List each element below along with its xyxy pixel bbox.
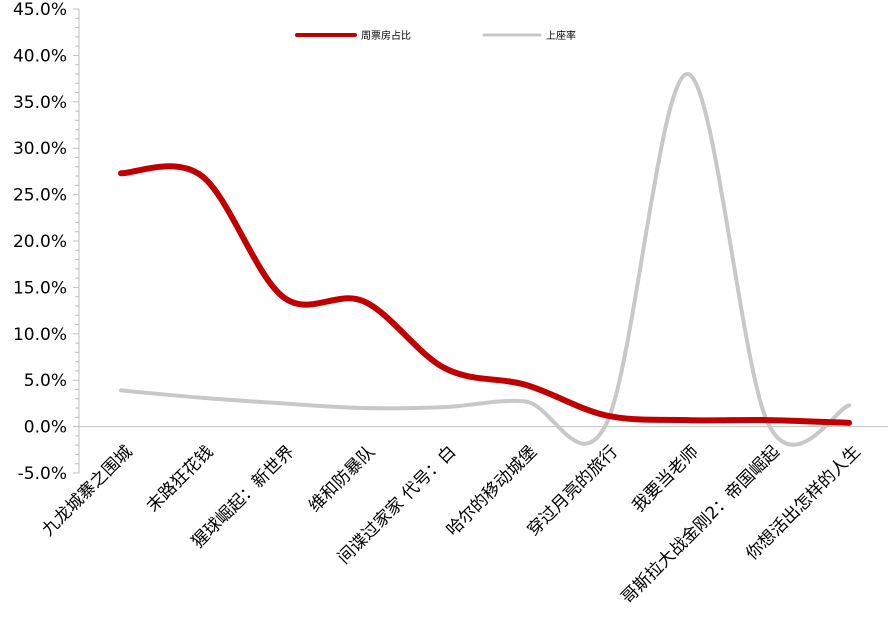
y-tick-label: 10.0% <box>13 325 67 345</box>
legend-label: 上座率 <box>546 29 576 42</box>
legend-label: 周票房占比 <box>361 29 411 42</box>
x-category-label: 我要当老师 <box>629 442 703 516</box>
y-tick-label: 30.0% <box>13 139 67 159</box>
y-tick-label: 0.0% <box>24 418 67 438</box>
series-line-box-office-share <box>118 163 853 426</box>
series-line-occupancy-rate <box>119 72 852 447</box>
y-tick-label: 40.0% <box>13 46 67 66</box>
y-tick-label: 35.0% <box>13 93 67 113</box>
chart-legend: 周票房占比 上座率 <box>295 29 576 42</box>
y-tick-label: 45.0% <box>13 0 67 20</box>
chart-axes <box>73 8 888 474</box>
x-category-label: 末路狂花钱 <box>143 442 217 516</box>
series-lines <box>118 72 853 447</box>
x-category-label: 维和防暴队 <box>305 442 379 516</box>
y-tick-label: 25.0% <box>13 186 67 206</box>
y-tick-label: 20.0% <box>13 232 67 252</box>
y-tick-label: 5.0% <box>24 371 67 391</box>
y-tick-label: -5.0% <box>18 464 67 484</box>
y-tick-label: 15.0% <box>13 278 67 298</box>
x-category-label: 九龙城寨之围城 <box>38 442 136 540</box>
x-category-label: 哥斯拉大战金刚2：帝国崛起 <box>618 442 784 608</box>
y-axis-tick-labels: -5.0% 0.0% 5.0% 10.0% 15.0% 20.0% 25.0% 30.0% 35… <box>13 0 67 484</box>
